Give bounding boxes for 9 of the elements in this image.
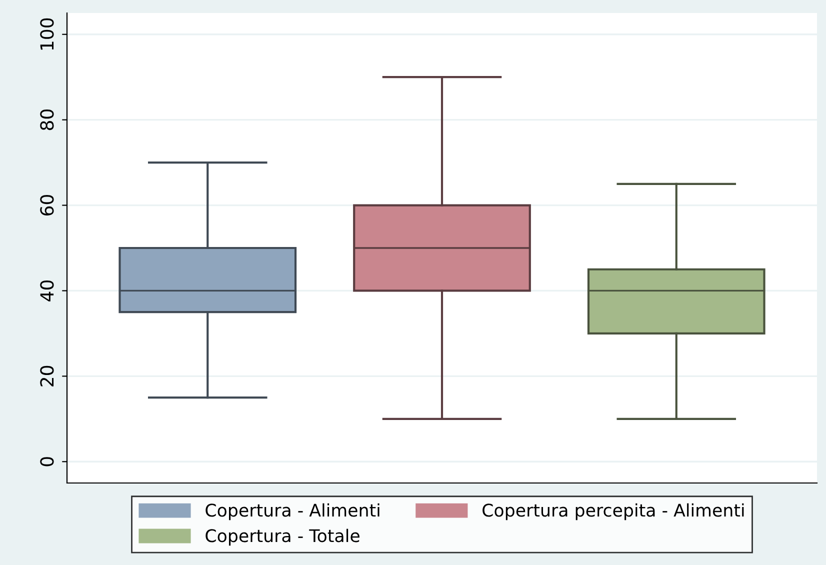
y-tick-label: 20	[40, 366, 54, 386]
y-tick-label: 0	[40, 457, 54, 466]
y-tick-label: 40	[40, 280, 54, 302]
y-tick-label: 60	[40, 194, 54, 216]
legend-label: Copertura percepita - Alimenti	[482, 503, 744, 520]
y-tick-label: 100	[40, 18, 54, 50]
legend-label: Copertura - Totale	[206, 528, 360, 546]
y-tick-label: 80	[40, 110, 54, 130]
legend-label: Copertura - Alimenti	[206, 503, 380, 520]
